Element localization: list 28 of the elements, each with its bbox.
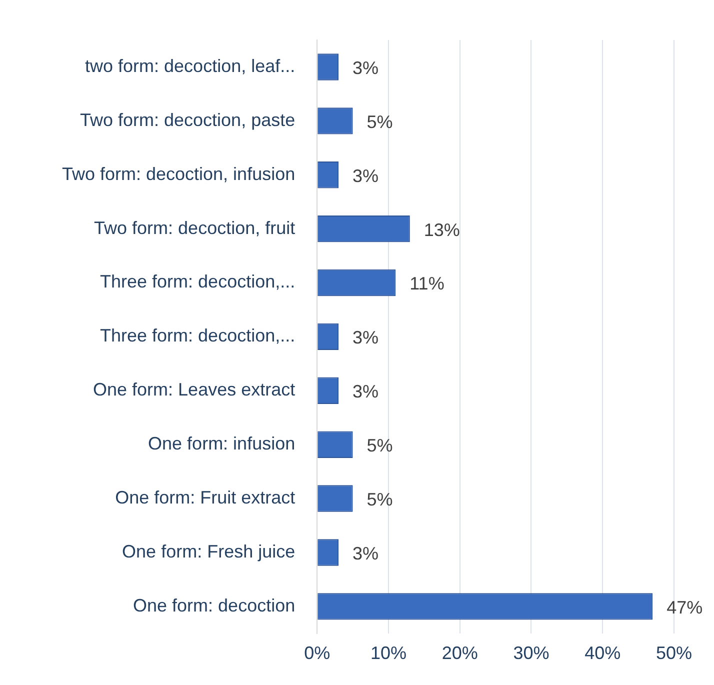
y-tick-label: One form: Leaves extract [93, 380, 296, 400]
data-label: 5% [366, 436, 393, 456]
data-label: 11% [410, 274, 444, 294]
x-tick-label: 0% [304, 643, 330, 664]
y-tick-label: One form: decoction [133, 595, 296, 616]
x-tick-label: 50% [656, 643, 692, 664]
data-label: 3% [352, 328, 379, 348]
y-tick-label: One form: Fruit extract [115, 488, 296, 508]
y-tick-label: Three form: decoction,... [100, 272, 296, 292]
x-tick-label: 30% [513, 643, 550, 664]
data-label: 47% [666, 597, 703, 618]
data-label: 5% [366, 112, 393, 132]
y-tick-label: Three form: decoction,... [100, 326, 296, 346]
y-tick-label: Two form: decoction, fruit [94, 218, 296, 238]
data-label: 5% [366, 490, 393, 510]
x-tick-label: 40% [584, 643, 621, 664]
data-label: 13% [424, 220, 460, 240]
x-tick-label: 10% [370, 643, 407, 664]
data-label: 3% [352, 382, 379, 402]
data-label: 3% [352, 166, 379, 186]
y-tick-label: Two form: decoction, infusion [62, 164, 296, 184]
x-tick-label: 20% [442, 643, 478, 664]
data-label: 3% [352, 543, 379, 564]
y-tick-label: two form: decoction, leaf... [85, 56, 296, 76]
y-tick-label: One form: infusion [148, 434, 296, 454]
data-label: 3% [352, 58, 379, 78]
y-tick-label: Two form: decoction, paste [80, 110, 296, 130]
y-tick-label: One form: Fresh juice [122, 541, 296, 562]
